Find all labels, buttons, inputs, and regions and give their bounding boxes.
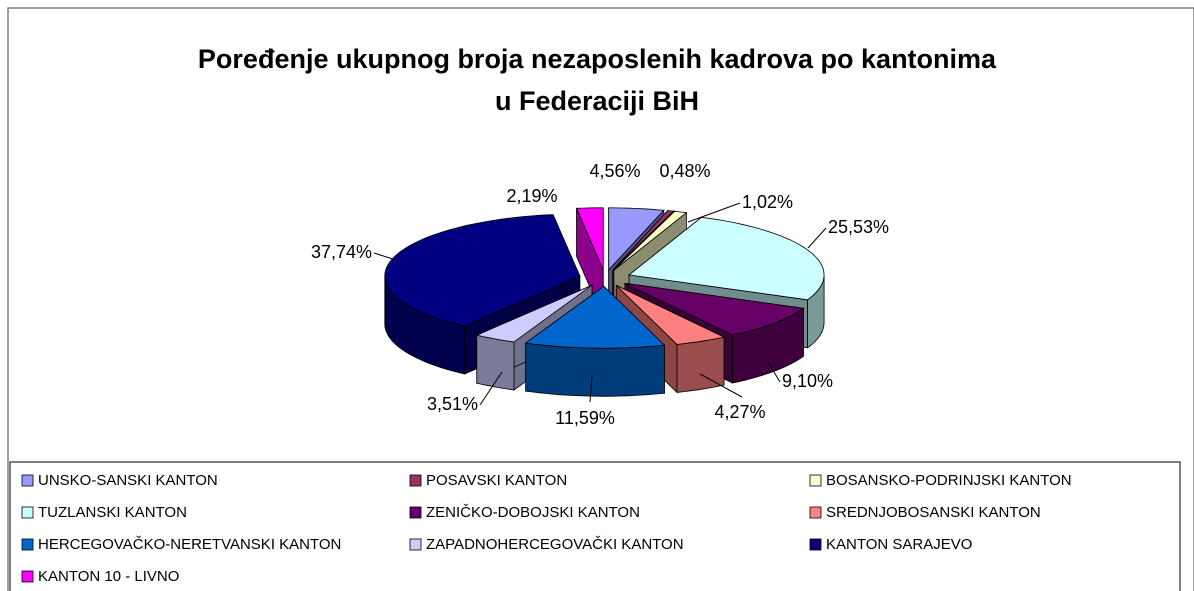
legend-label: KANTON 10 - LIVNO	[38, 568, 179, 585]
slice-top	[524, 285, 666, 349]
slice-top	[613, 210, 688, 271]
slice-top	[475, 284, 593, 343]
leader-line	[589, 375, 593, 403]
data-label: 37,74%	[311, 242, 372, 262]
legend-label: POSAVSKI KANTON	[426, 472, 567, 489]
leader-line	[687, 202, 741, 223]
legend-label: ZAPADNOHERCEGOVAČKI KANTON	[426, 536, 684, 553]
data-label: 2,19%	[506, 186, 557, 206]
legend-label: BOSANSKO-PODRINJSKI KANTON	[826, 472, 1072, 489]
legend-swatch	[809, 474, 822, 487]
slice-side	[676, 336, 725, 393]
legend-label: ZENIČKO-DOBOJSKI KANTON	[426, 504, 640, 521]
slice-top	[616, 285, 726, 345]
legend-swatch	[21, 474, 34, 487]
slice-side	[525, 342, 665, 397]
data-label: 1,02%	[742, 192, 793, 212]
legend-swatch	[809, 506, 822, 519]
leader-line	[373, 252, 397, 261]
legend-swatch	[809, 538, 822, 551]
slice-top	[575, 207, 604, 270]
leader-line	[807, 227, 827, 249]
legend-swatch	[409, 538, 422, 551]
pie-slice	[575, 207, 604, 318]
data-label: 4,27%	[714, 402, 765, 422]
slice-top	[384, 214, 581, 327]
slice-top	[628, 216, 825, 301]
legend-label: KANTON SARAJEVO	[826, 536, 972, 553]
data-label: 9,10%	[782, 371, 833, 391]
chart-title: Poređenje ukupnog broja nezaposlenih kad…	[197, 44, 997, 116]
data-label: 3,51%	[427, 394, 478, 414]
leader-line	[767, 361, 781, 383]
legend-swatch	[409, 474, 422, 487]
legend-label: SREDNJOBOSANSKI KANTON	[826, 504, 1041, 521]
legend-label: TUZLANSKI KANTON	[38, 504, 187, 521]
legend-swatch	[409, 506, 422, 519]
leader-line	[699, 373, 743, 398]
pie-slice	[524, 285, 666, 397]
legend-swatch	[21, 538, 34, 551]
legend-swatch	[21, 506, 34, 519]
data-label: 4,56%	[589, 161, 640, 181]
data-label: 25,53%	[828, 217, 889, 237]
legend-swatch	[21, 570, 34, 583]
legend-label: UNSKO-SANSKI KANTON	[38, 472, 218, 489]
leader-line	[479, 371, 503, 406]
data-label: 11,59%	[555, 408, 615, 428]
slice-top	[608, 207, 665, 271]
data-label: 0,48%	[659, 161, 710, 181]
legend-box	[9, 461, 1181, 591]
slice-top	[624, 282, 805, 336]
slice-top	[612, 210, 675, 271]
legend-label: HERCEGOVAČKO-NERETVANSKI KANTON	[38, 536, 341, 553]
chart-frame	[7, 7, 1194, 591]
